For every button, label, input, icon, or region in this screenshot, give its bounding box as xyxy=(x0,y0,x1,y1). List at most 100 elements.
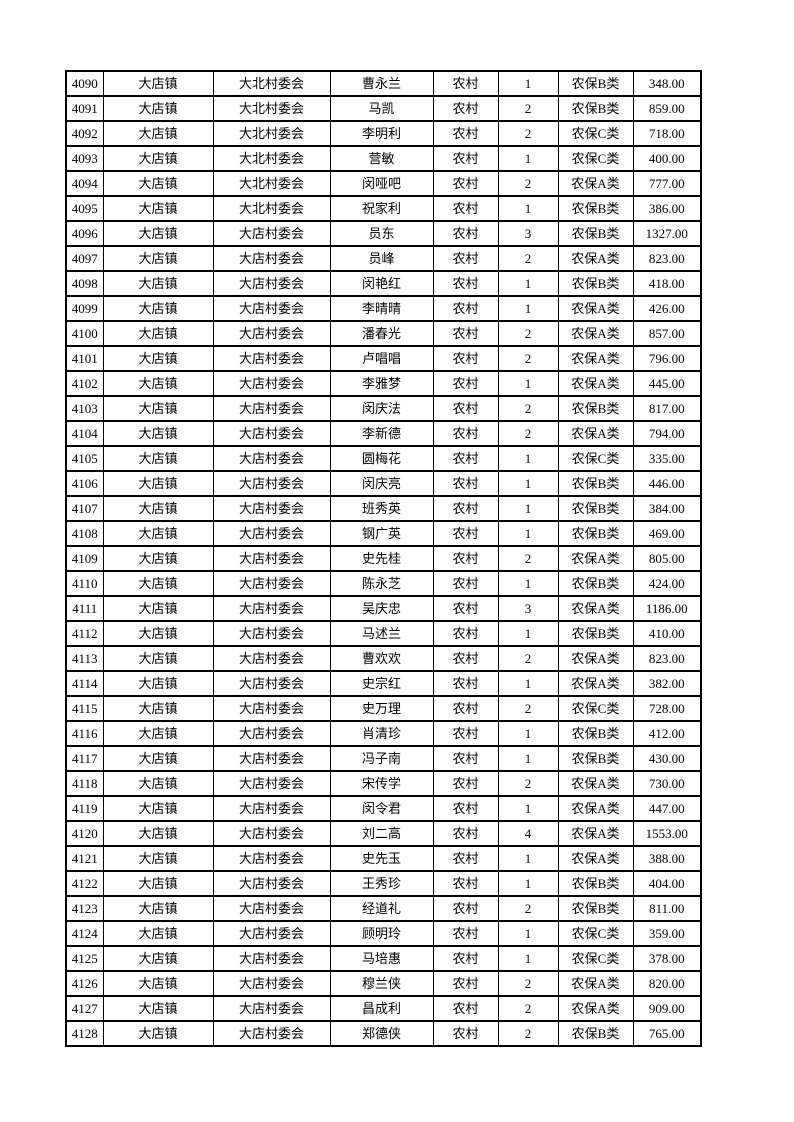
cell-residence-type: 农村 xyxy=(432,270,499,297)
cell-village-committee: 大店村委会 xyxy=(212,220,331,247)
cell-name: 王秀珍 xyxy=(329,870,434,897)
cell-residence-type: 农村 xyxy=(432,845,499,872)
cell-person-count: 2 xyxy=(497,770,559,797)
cell-village-committee: 大店村委会 xyxy=(212,720,331,747)
cell-person-count: 1 xyxy=(497,370,559,397)
cell-insurance-class: 农保A类 xyxy=(557,770,634,797)
cell-insurance-class: 农保B类 xyxy=(557,220,634,247)
cell-insurance-class: 农保A类 xyxy=(557,295,634,322)
cell-village-committee: 大店村委会 xyxy=(212,845,331,872)
cell-town: 大店镇 xyxy=(102,470,214,497)
cell-residence-type: 农村 xyxy=(432,245,499,272)
cell-serial: 4096 xyxy=(65,220,104,247)
cell-insurance-class: 农保B类 xyxy=(557,1020,634,1047)
cell-person-count: 3 xyxy=(497,595,559,622)
cell-town: 大店镇 xyxy=(102,220,214,247)
cell-person-count: 1 xyxy=(497,795,559,822)
table-row: 4096 大店镇 大店村委会 员东 农村 3 农保B类 1327.00 xyxy=(65,220,702,247)
cell-insurance-class: 农保A类 xyxy=(557,645,634,672)
cell-residence-type: 农村 xyxy=(432,420,499,447)
cell-insurance-class: 农保B类 xyxy=(557,520,634,547)
cell-person-count: 2 xyxy=(497,645,559,672)
cell-name: 闵艳红 xyxy=(329,270,434,297)
cell-insurance-class: 农保A类 xyxy=(557,995,634,1022)
cell-serial: 4114 xyxy=(65,670,104,697)
cell-town: 大店镇 xyxy=(102,920,214,947)
cell-residence-type: 农村 xyxy=(432,545,499,572)
cell-amount: 820.00 xyxy=(632,970,702,997)
cell-residence-type: 农村 xyxy=(432,320,499,347)
cell-person-count: 2 xyxy=(497,245,559,272)
cell-residence-type: 农村 xyxy=(432,470,499,497)
cell-person-count: 2 xyxy=(497,320,559,347)
cell-town: 大店镇 xyxy=(102,820,214,847)
cell-town: 大店镇 xyxy=(102,295,214,322)
cell-residence-type: 农村 xyxy=(432,820,499,847)
cell-residence-type: 农村 xyxy=(432,145,499,172)
table-row: 4114 大店镇 大店村委会 史宗红 农村 1 农保A类 382.00 xyxy=(65,670,702,697)
table-row: 4128 大店镇 大店村委会 郑德侠 农村 2 农保B类 765.00 xyxy=(65,1020,702,1047)
table-row: 4121 大店镇 大店村委会 史先玉 农村 1 农保A类 388.00 xyxy=(65,845,702,872)
table-row: 4100 大店镇 大店村委会 潘春光 农村 2 农保A类 857.00 xyxy=(65,320,702,347)
cell-name: 冯子南 xyxy=(329,745,434,772)
cell-person-count: 2 xyxy=(497,895,559,922)
cell-serial: 4097 xyxy=(65,245,104,272)
cell-serial: 4103 xyxy=(65,395,104,422)
cell-name: 李新德 xyxy=(329,420,434,447)
cell-amount: 404.00 xyxy=(632,870,702,897)
cell-insurance-class: 农保A类 xyxy=(557,820,634,847)
cell-town: 大店镇 xyxy=(102,320,214,347)
cell-amount: 418.00 xyxy=(632,270,702,297)
cell-person-count: 1 xyxy=(497,195,559,222)
cell-insurance-class: 农保C类 xyxy=(557,945,634,972)
cell-town: 大店镇 xyxy=(102,620,214,647)
cell-town: 大店镇 xyxy=(102,545,214,572)
cell-name: 李晴晴 xyxy=(329,295,434,322)
cell-person-count: 2 xyxy=(497,545,559,572)
cell-residence-type: 农村 xyxy=(432,620,499,647)
cell-serial: 4121 xyxy=(65,845,104,872)
cell-amount: 823.00 xyxy=(632,245,702,272)
cell-insurance-class: 农保A类 xyxy=(557,345,634,372)
table-row: 4116 大店镇 大店村委会 肖清珍 农村 1 农保B类 412.00 xyxy=(65,720,702,747)
cell-amount: 718.00 xyxy=(632,120,702,147)
cell-residence-type: 农村 xyxy=(432,595,499,622)
cell-village-committee: 大店村委会 xyxy=(212,670,331,697)
cell-village-committee: 大店村委会 xyxy=(212,520,331,547)
cell-village-committee: 大店村委会 xyxy=(212,470,331,497)
beneficiary-table: 4090 大店镇 大北村委会 曹永兰 农村 1 农保B类 348.00 4091 大店镇 大北村委会… xyxy=(65,70,702,1047)
cell-residence-type: 农村 xyxy=(432,445,499,472)
table-row: 4106 大店镇 大店村委会 闵庆亮 农村 1 农保B类 446.00 xyxy=(65,470,702,497)
cell-serial: 4128 xyxy=(65,1020,104,1047)
cell-person-count: 2 xyxy=(497,995,559,1022)
cell-name: 史宗红 xyxy=(329,670,434,697)
cell-village-committee: 大店村委会 xyxy=(212,870,331,897)
cell-residence-type: 农村 xyxy=(432,670,499,697)
table-row: 4099 大店镇 大店村委会 李晴晴 农村 1 农保A类 426.00 xyxy=(65,295,702,322)
cell-residence-type: 农村 xyxy=(432,895,499,922)
cell-village-committee: 大店村委会 xyxy=(212,795,331,822)
cell-village-committee: 大店村委会 xyxy=(212,920,331,947)
cell-serial: 4092 xyxy=(65,120,104,147)
cell-serial: 4127 xyxy=(65,995,104,1022)
table-row: 4123 大店镇 大店村委会 经道礼 农村 2 农保B类 811.00 xyxy=(65,895,702,922)
cell-town: 大店镇 xyxy=(102,645,214,672)
cell-residence-type: 农村 xyxy=(432,945,499,972)
cell-serial: 4095 xyxy=(65,195,104,222)
cell-amount: 348.00 xyxy=(632,70,702,97)
cell-person-count: 2 xyxy=(497,970,559,997)
cell-amount: 859.00 xyxy=(632,95,702,122)
cell-name: 经道礼 xyxy=(329,895,434,922)
cell-amount: 384.00 xyxy=(632,495,702,522)
cell-residence-type: 农村 xyxy=(432,770,499,797)
cell-amount: 1186.00 xyxy=(632,595,702,622)
cell-village-committee: 大北村委会 xyxy=(212,145,331,172)
cell-person-count: 1 xyxy=(497,570,559,597)
cell-name: 圆梅花 xyxy=(329,445,434,472)
cell-serial: 4118 xyxy=(65,770,104,797)
cell-serial: 4104 xyxy=(65,420,104,447)
cell-name: 宋传学 xyxy=(329,770,434,797)
cell-residence-type: 农村 xyxy=(432,645,499,672)
cell-insurance-class: 农保C类 xyxy=(557,120,634,147)
cell-serial: 4105 xyxy=(65,445,104,472)
